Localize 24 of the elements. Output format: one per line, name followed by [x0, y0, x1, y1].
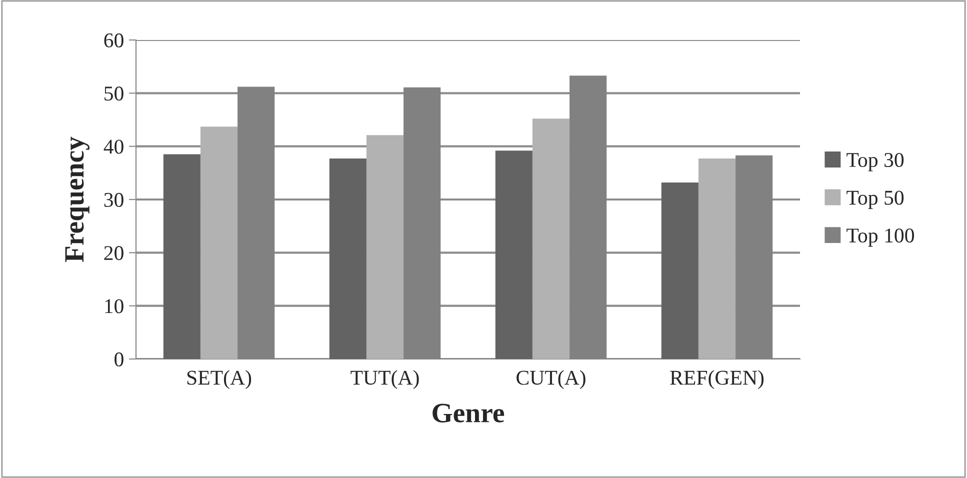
legend-label: Top 50	[846, 190, 904, 210]
bar	[329, 158, 366, 359]
x-axis-title: Genre	[432, 404, 504, 422]
legend-label: Top 100	[846, 228, 914, 247]
bar	[200, 126, 238, 359]
bar	[163, 154, 200, 359]
y-tick-label: 50	[104, 86, 124, 101]
x-tick-label: REF(GEN)	[670, 370, 764, 390]
bar	[661, 182, 698, 359]
y-tick-label: 10	[105, 299, 124, 314]
bar	[698, 158, 736, 359]
bar	[532, 118, 570, 359]
legend-label: Top 30	[846, 152, 904, 172]
y-axis-title: Frequency	[65, 136, 90, 262]
y-tick-label: 60	[104, 33, 124, 48]
y-tick-label: 0	[114, 352, 124, 366]
bar	[495, 150, 532, 359]
x-tick-label: CUT(A)	[516, 370, 586, 390]
bar	[366, 135, 404, 359]
x-tick-label: TUT(A)	[350, 370, 419, 390]
y-tick-label: 30	[104, 192, 124, 207]
x-tick-label: SET(A)	[187, 370, 252, 390]
y-tick-label: 20	[104, 246, 124, 260]
y-tick-label: 40	[104, 140, 124, 154]
